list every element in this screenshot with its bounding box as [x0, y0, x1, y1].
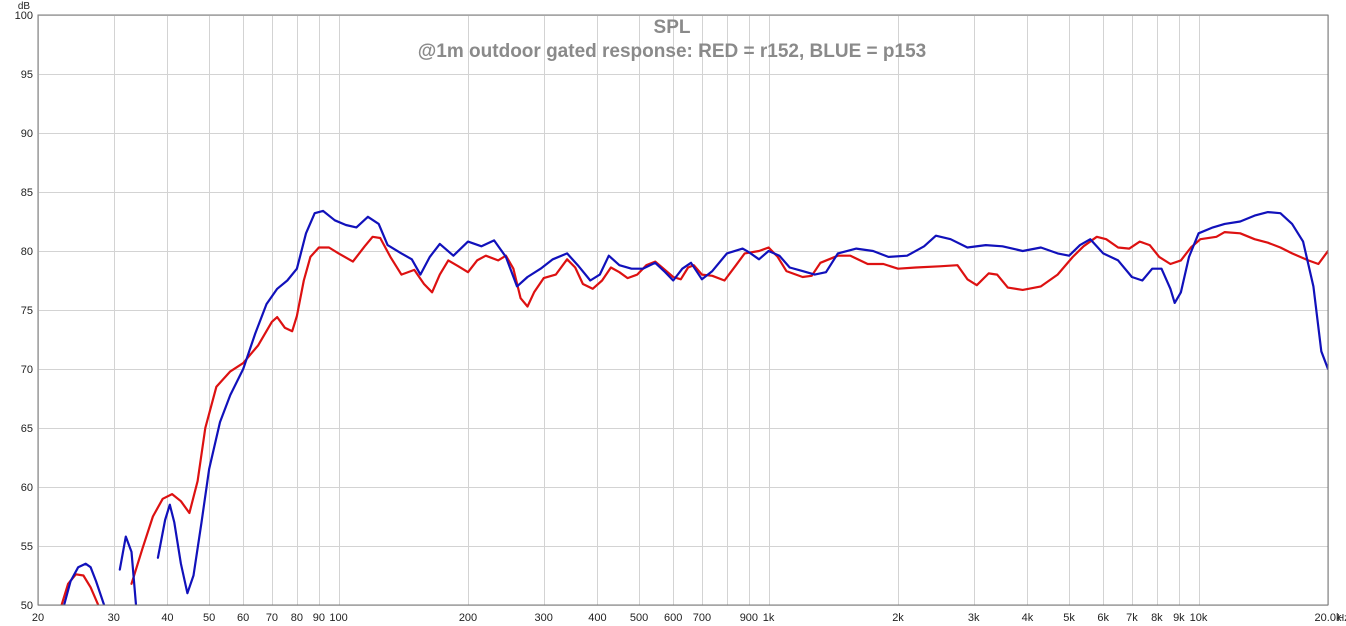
x-tick-label: 100 — [329, 612, 347, 624]
x-tick-label: 10k — [1190, 612, 1208, 624]
x-tick-label: 400 — [588, 612, 606, 624]
x-tick-label: 80 — [291, 612, 303, 624]
y-tick-label: 70 — [21, 364, 33, 376]
x-tick-label: 20 — [32, 612, 44, 624]
data-series — [60, 209, 1328, 605]
chart-title: SPL — [654, 17, 691, 38]
x-tick-label: 70 — [266, 612, 278, 624]
y-tick-label: 50 — [21, 600, 33, 612]
plot-frame — [37, 14, 1329, 606]
x-tick-label: 900 — [740, 612, 758, 624]
x-tick-label: 6k — [1097, 612, 1109, 624]
x-tick-label: 90 — [313, 612, 325, 624]
x-tick-label: 2k — [892, 612, 904, 624]
x-tick-label: 40 — [161, 612, 173, 624]
x-tick-label: 500 — [630, 612, 648, 624]
x-tick-label: 4k — [1022, 612, 1034, 624]
y-tick-label: 100 — [15, 10, 33, 22]
y-unit-label: dB — [18, 1, 31, 12]
y-axis-ticks: 50 55 60 65 70 75 80 85 90 95 100 — [15, 10, 33, 612]
y-tick-label: 75 — [21, 305, 33, 317]
y-tick-label: 85 — [21, 187, 33, 199]
x-tick-label: 9k — [1173, 612, 1185, 624]
x-tick-label: 20.0k — [1315, 612, 1342, 624]
x-tick-label: 7k — [1126, 612, 1138, 624]
y-tick-label: 95 — [21, 69, 33, 81]
series-line-red — [60, 231, 1328, 605]
y-tick-label: 80 — [21, 246, 33, 258]
x-tick-label: 50 — [203, 612, 215, 624]
x-tick-label: 1k — [763, 612, 775, 624]
x-axis-ticks: 20 30 40 50 60 70 80 90 100 200 300 400 500 600 700 900… — [32, 612, 1342, 624]
x-unit-label: Hz — [1337, 613, 1346, 624]
y-tick-label: 55 — [21, 541, 33, 553]
x-tick-label: 700 — [693, 612, 711, 624]
y-tick-label: 60 — [21, 482, 33, 494]
x-tick-label: 3k — [968, 612, 980, 624]
chart-subtitle: @1m outdoor gated response: RED = r152, … — [418, 41, 926, 62]
x-tick-label: 300 — [535, 612, 553, 624]
y-tick-label: 90 — [21, 128, 33, 140]
series-line-blue — [62, 209, 1328, 605]
x-tick-label: 600 — [664, 612, 682, 624]
x-tick-label: 8k — [1151, 612, 1163, 624]
x-tick-label: 60 — [237, 612, 249, 624]
x-tick-label: 5k — [1063, 612, 1075, 624]
x-tick-label: 200 — [459, 612, 477, 624]
x-tick-label: 30 — [108, 612, 120, 624]
y-tick-label: 65 — [21, 423, 33, 435]
